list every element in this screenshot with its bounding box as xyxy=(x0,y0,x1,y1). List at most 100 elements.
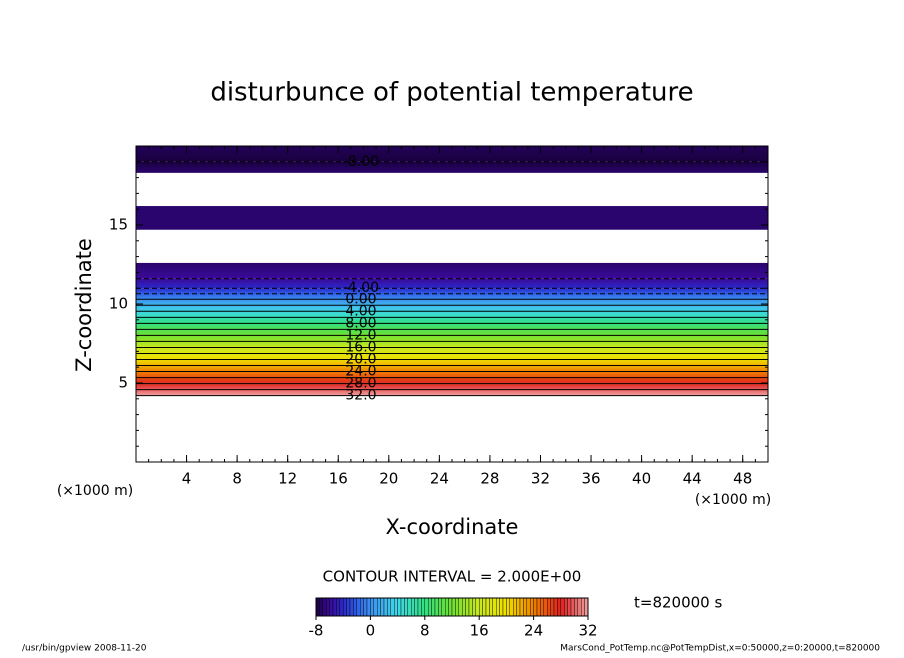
colorbar-cell xyxy=(448,597,453,617)
y-tick-label: 10 xyxy=(109,295,128,313)
contour-label: 16.0 xyxy=(345,339,376,355)
colorbar-cell xyxy=(407,597,412,617)
colorbar-cell xyxy=(475,597,480,617)
colorbar-cell xyxy=(360,597,364,617)
contour-label: 24.0 xyxy=(345,364,376,380)
x-tick-label: 40 xyxy=(632,470,651,488)
colorbar-cell xyxy=(492,597,497,617)
x-tick-label: 4 xyxy=(182,470,192,488)
colorbar-tick-label: 8 xyxy=(420,622,430,640)
colorbar-cell xyxy=(380,597,385,617)
colorbar-cell xyxy=(434,597,439,617)
y-axis-label: Z-coordinate xyxy=(72,238,96,372)
x-tick-label: 12 xyxy=(278,470,297,488)
colorbar-cell xyxy=(346,597,351,617)
colorbar-cell xyxy=(319,597,323,617)
colorbar-cell xyxy=(424,597,429,617)
colorbar-cell xyxy=(455,597,459,617)
colorbar-cell xyxy=(400,597,405,617)
colorbar-cell xyxy=(540,597,545,617)
x-unit-label: (×1000 m) xyxy=(695,492,771,508)
colorbar-cell xyxy=(547,597,551,617)
contour-label: -4.00 xyxy=(343,280,379,296)
y-tick-label: 15 xyxy=(109,216,128,234)
x-tick-label: 20 xyxy=(379,470,398,488)
colorbar-cell xyxy=(387,597,391,617)
colorbar-cell xyxy=(336,597,340,617)
x-tick-label: 32 xyxy=(531,470,550,488)
colorbar-cell xyxy=(373,597,378,617)
colorbar-cell xyxy=(465,597,470,617)
colorbar-cell xyxy=(468,597,473,617)
x-tick-label: 48 xyxy=(733,470,752,488)
colorbar-cell xyxy=(322,597,327,617)
colorbar-cell xyxy=(343,597,347,617)
colorbar-tick-label: 0 xyxy=(366,622,376,640)
colorbar-cell xyxy=(417,597,422,617)
colorbar-cell xyxy=(326,597,330,617)
chart-title: disturbunce of potential temperature xyxy=(210,78,693,108)
colorbar-cell xyxy=(519,597,524,617)
colorbar-cell xyxy=(397,597,402,617)
colorbar-cell xyxy=(550,597,555,617)
colorbar-cell xyxy=(431,597,436,617)
x-tick-label: 28 xyxy=(480,470,499,488)
colorbar-cell xyxy=(543,597,548,617)
field-band xyxy=(136,262,768,279)
footer: MarsCond_PotTemp.nc@PotTempDist,x=0:5000… xyxy=(560,644,880,654)
colorbar-cell xyxy=(506,597,510,617)
x-tick-label: 16 xyxy=(329,470,348,488)
colorbar-cell xyxy=(363,597,368,617)
colorbar-cell xyxy=(553,597,558,617)
colorbar-cell xyxy=(394,597,398,617)
colorbar-cell xyxy=(411,597,415,617)
colorbar-cell xyxy=(567,597,572,617)
colorbar-cell xyxy=(513,597,517,617)
colorbar-cell xyxy=(451,597,456,617)
contour-label: -8.00 xyxy=(343,154,379,170)
colorbar-cell xyxy=(404,597,408,617)
colorbar-cell xyxy=(523,597,528,617)
colorbar-cell xyxy=(509,597,514,617)
colorbar-cell xyxy=(462,597,466,617)
contour-interval: CONTOUR INTERVAL = 2.000E+00 xyxy=(323,568,582,586)
colorbar-cell xyxy=(560,597,565,617)
colorbar-cell xyxy=(438,597,442,617)
colorbar-cell xyxy=(516,597,521,617)
colorbar-cell xyxy=(496,597,500,617)
x-tick-label: 24 xyxy=(430,470,449,488)
footer: /usr/bin/gpview 2008-11-20 xyxy=(22,644,147,654)
contour-label: 12.0 xyxy=(345,327,376,343)
contour-label: 0.00 xyxy=(345,291,376,307)
colorbar-cell xyxy=(458,597,463,617)
colorbar-cell xyxy=(557,597,562,617)
colorbar-cell xyxy=(502,597,507,617)
colorbar-cell xyxy=(530,597,534,617)
colorbar-tick-label: -8 xyxy=(309,622,324,640)
colorbar-cell xyxy=(414,597,419,617)
colorbar-cell xyxy=(353,597,357,617)
contour-label: 8.00 xyxy=(345,315,376,331)
contour-label: 32.0 xyxy=(345,388,376,404)
field-band xyxy=(136,161,768,173)
colorbar-cell xyxy=(584,597,589,617)
colorbar-cell xyxy=(428,597,432,617)
colorbar-cell xyxy=(329,597,334,617)
x-unit-label: (×1000 m) xyxy=(57,483,133,499)
colorbar-cell xyxy=(489,597,493,617)
x-tick-label: 8 xyxy=(232,470,242,488)
field-band xyxy=(136,206,768,230)
field-band xyxy=(136,278,768,289)
colorbar-cell xyxy=(479,597,483,617)
colorbar-cell xyxy=(349,597,354,617)
colorbar-cell xyxy=(581,597,585,617)
colorbar-cell xyxy=(366,597,371,617)
colorbar-cell xyxy=(377,597,381,617)
colorbar-cell xyxy=(526,597,531,617)
colorbar-cell xyxy=(441,597,446,617)
x-tick-label: 44 xyxy=(683,470,702,488)
colorbar-cell xyxy=(533,597,538,617)
field-band xyxy=(136,146,768,162)
contour-label: 4.00 xyxy=(345,303,376,319)
